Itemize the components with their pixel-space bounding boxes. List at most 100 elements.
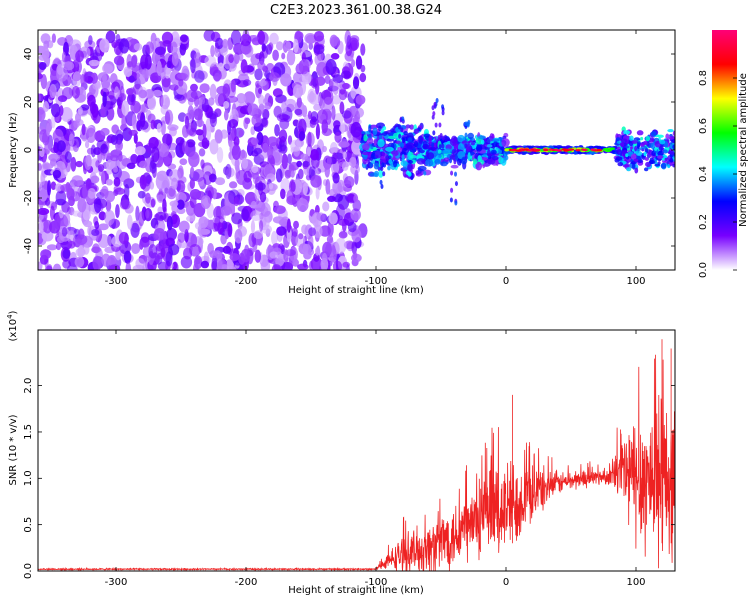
- spectrogram-cell: [169, 126, 177, 137]
- spectrogram-cell: [254, 68, 263, 81]
- spectrogram-cell: [54, 198, 67, 206]
- spectrogram-cell: [121, 114, 127, 130]
- spectrogram-cell: [150, 119, 156, 130]
- spectrogram-cell: [657, 150, 664, 156]
- spectrogram-cell: [672, 163, 675, 168]
- spectrogram-x-ticks: -300 -200 -100 0 100: [105, 30, 646, 287]
- spectrogram-cell: [654, 140, 661, 148]
- spectrogram-cell: [210, 45, 215, 58]
- spectrogram-cell: [100, 127, 110, 136]
- spectrogram-cell: [193, 255, 203, 270]
- spectrogram-cell: [46, 122, 51, 137]
- spectrogram-cell: [250, 220, 256, 234]
- spectrogram-cell: [434, 122, 438, 128]
- spectrogram-cell: [276, 226, 287, 236]
- spectrogram-cell: [47, 180, 52, 196]
- spectrogram-cell: [332, 74, 344, 84]
- spectrogram-cell: [230, 30, 242, 46]
- spectrogram-cell: [113, 166, 119, 173]
- spectrogram-cell: [275, 168, 283, 183]
- spectrogram-cell: [186, 122, 196, 136]
- spectrogram-cell: [329, 34, 339, 47]
- spectrogram-cell: [342, 261, 351, 268]
- spectrogram-cell: [172, 36, 183, 44]
- spectrogram-cell: [313, 103, 322, 111]
- spectrogram-cell: [38, 93, 41, 103]
- spectrogram-cell: [290, 181, 296, 192]
- spectrogram-cell: [54, 183, 63, 192]
- spectrogram-cell: [216, 147, 224, 163]
- colorbar: 0.0 0.2 0.4 0.6 0.8 Normalized spectral ampl…: [698, 30, 749, 278]
- spectrogram-cell: [38, 162, 42, 171]
- spectrogram-cell: [660, 163, 667, 169]
- spectrogram-cell: [341, 82, 350, 90]
- spectrogram-cell: [402, 138, 406, 144]
- spectrogram-cell: [351, 59, 356, 68]
- spectrogram-cell: [60, 106, 73, 122]
- spectrogram-cell: [323, 88, 334, 105]
- spectrogram-cell: [645, 135, 651, 142]
- spectrogram-cell: [325, 178, 331, 195]
- spectrogram-cell: [374, 150, 382, 159]
- spectrogram-cell: [643, 167, 649, 172]
- spectrogram-cell: [244, 117, 251, 125]
- spectrogram-cell: [102, 63, 114, 74]
- spectrogram-cell: [149, 181, 155, 190]
- spectrogram-cell: [52, 169, 62, 179]
- spectrogram-cell: [314, 204, 320, 215]
- spectrogram-cell: [403, 131, 408, 136]
- spectrogram-cell: [207, 111, 219, 120]
- spectrogram-cell: [266, 136, 279, 147]
- spectrogram-cell: [101, 253, 111, 267]
- spectrogram-cell: [293, 220, 299, 229]
- spectrogram-cell: [633, 158, 639, 162]
- spectrogram-cell: [57, 95, 68, 102]
- spectrogram-cell: [380, 184, 384, 190]
- spectrogram-cell: [409, 124, 414, 130]
- spectrogram-cell: [342, 151, 347, 159]
- spectrogram-cell: [467, 152, 471, 162]
- spectrogram-cell: [643, 151, 647, 157]
- spectrogram-cell: [98, 223, 109, 231]
- spectrogram-cell: [77, 245, 84, 259]
- spectrogram-cell: [261, 224, 272, 234]
- snr-y-tick-label: 0.0: [23, 563, 34, 579]
- spectrogram-cell: [251, 164, 259, 174]
- colorbar-tick-label: 0.6: [698, 118, 709, 134]
- spectrogram-cell: [115, 204, 120, 218]
- spectrogram-cell: [407, 137, 413, 143]
- spectrogram-cell: [155, 211, 167, 221]
- spectrogram-cell: [350, 121, 362, 138]
- spectrogram-cell: [631, 162, 636, 170]
- spectrogram-cell: [367, 137, 374, 145]
- spectrogram-cell: [301, 105, 308, 118]
- spectrogram-cell: [231, 144, 241, 160]
- spectrogram-cell: [152, 89, 163, 97]
- spectrogram-cell: [179, 158, 188, 166]
- spectrogram-cell: [71, 210, 82, 217]
- spectrogram-cell: [310, 78, 319, 89]
- spectrogram-cell: [38, 107, 46, 122]
- spectrogram-cell: [650, 131, 657, 137]
- spectrogram-cell: [428, 135, 432, 144]
- spectrogram-cell: [56, 64, 64, 75]
- spectrogram-cell: [431, 142, 435, 148]
- spectrogram-cell: [72, 71, 82, 88]
- spectrogram-cell: [87, 225, 92, 236]
- spectrogram-cell: [118, 231, 130, 245]
- spectrogram-cell: [413, 140, 419, 148]
- spectrogram-cell: [400, 160, 408, 167]
- spectrogram-cell: [250, 200, 257, 209]
- spectrogram-cell: [309, 149, 320, 161]
- spectrogram-cell: [198, 228, 211, 235]
- spectrogram-cell: [83, 71, 89, 83]
- spectrogram-cell: [250, 137, 259, 146]
- spectrogram-cell: [169, 200, 179, 207]
- spectrogram-cell: [217, 259, 228, 270]
- spectrogram-cell: [130, 100, 141, 114]
- snr-x-label: Height of straight line (km): [288, 585, 424, 596]
- spectrogram-cell: [201, 137, 210, 149]
- spectrogram-cell: [117, 170, 130, 183]
